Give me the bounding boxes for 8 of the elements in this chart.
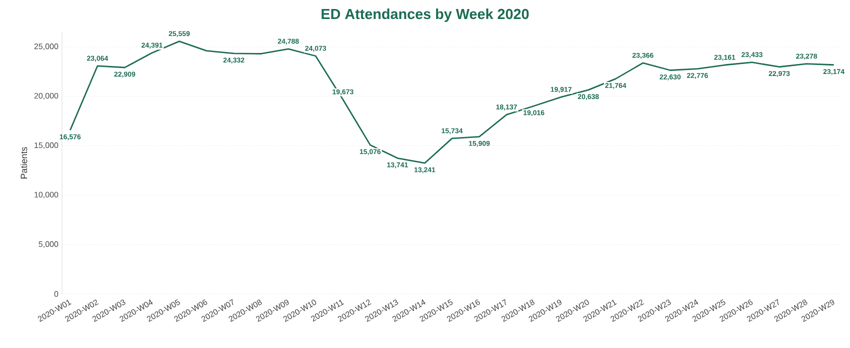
y-tick-label: 25,000 xyxy=(34,44,58,50)
y-axis-title: Patients xyxy=(20,147,28,179)
y-tick-label: 5,000 xyxy=(38,241,58,248)
y-tick-label: 0 xyxy=(54,291,58,297)
chart-title: ED Attendances by Week 2020 xyxy=(322,8,529,22)
y-tick-label: 10,000 xyxy=(34,192,58,198)
y-tick-label: 20,000 xyxy=(34,92,58,100)
y-tick-label: 15,000 xyxy=(34,142,58,149)
